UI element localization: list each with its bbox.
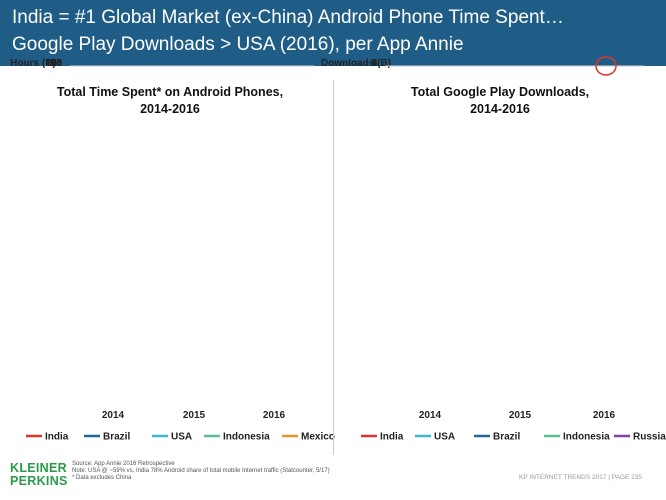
time-legend-label-usa: USA — [171, 432, 192, 443]
footer-notes: Source: App Annie 2016 Retrospective Not… — [72, 461, 330, 482]
time-y-tick-label: 75 — [51, 58, 63, 69]
downloads-y-tick-label: 2 — [371, 58, 377, 69]
time-legend-label-india: India — [45, 432, 69, 443]
time-x-tick-label: 2016 — [263, 410, 286, 421]
downloads-legend-label-india: India — [380, 432, 404, 443]
source-note: Source: App Annie 2016 Retrospective — [72, 461, 175, 467]
time-y-tick-label: 50 — [51, 58, 63, 69]
downloads-legend-label-russia: Russia — [633, 432, 666, 443]
downloads-legend-label-usa: USA — [434, 432, 455, 443]
time-x-tick-label: 2014 — [102, 410, 125, 421]
downloads-y-tick-label: 6 — [371, 58, 377, 69]
time-y-tick-label: 100 — [45, 58, 62, 69]
time-x-tick-label: 2015 — [183, 410, 206, 421]
time-legend-label-indonesia: Indonesia — [223, 432, 270, 443]
time-legend-label-mexico: Mexico — [301, 432, 335, 443]
share-note: Note: USA @ ~59% vs. India 78% Android s… — [72, 468, 330, 474]
slide-title-line1: India = #1 Global Market (ex-China) Andr… — [12, 7, 564, 28]
downloads-x-tick-label: 2015 — [509, 410, 532, 421]
downloads-x-tick-label: 2014 — [419, 410, 442, 421]
highlight-circle — [595, 56, 617, 76]
logo-line1: KLEINER — [10, 461, 67, 475]
time-chart-title-line1: Total Time Spent* on Android Phones, — [57, 85, 283, 99]
time-y-axis-title: Hours (B) — [10, 58, 56, 69]
downloads-x-tick-label: 2016 — [593, 410, 616, 421]
page-label: KP INTERNET TRENDS 2017 | PAGE 235 — [519, 474, 642, 481]
time-y-tick-label: 150 — [45, 58, 62, 69]
downloads-y-axis-title: Downloads (B) — [321, 58, 391, 69]
slide-header: India = #1 Global Market (ex-China) Andr… — [0, 0, 666, 66]
downloads-y-tick-label: 3 — [371, 58, 377, 69]
downloads-chart-title-line1: Total Google Play Downloads, — [411, 85, 589, 99]
china-footnote: * Data excludes China — [72, 475, 132, 481]
time-y-tick-label: 0 — [56, 58, 62, 69]
slide-title-line2: Google Play Downloads > USA (2016), per … — [12, 34, 464, 55]
kleiner-perkins-logo: KLEINER PERKINS — [10, 462, 68, 488]
downloads-legend-label-indonesia: Indonesia — [563, 432, 610, 443]
downloads-y-tick-label: 8 — [371, 58, 377, 69]
time-spent-chart: Total Time Spent* on Android Phones, 2014… — [10, 58, 335, 443]
downloads-chart-title-line2: 2014-2016 — [470, 102, 530, 116]
downloads-chart: Total Google Play Downloads, 2014-2016 023… — [321, 56, 666, 443]
time-y-tick-label: 125 — [45, 58, 62, 69]
downloads-y-tick-label: 0 — [371, 58, 377, 69]
time-chart-title-line2: 2014-2016 — [140, 102, 200, 116]
time-y-tick-label: 25 — [51, 58, 63, 69]
downloads-legend-label-brazil: Brazil — [493, 432, 520, 443]
logo-line2: PERKINS — [10, 474, 68, 488]
chart-divider — [333, 80, 334, 455]
time-legend-label-brazil: Brazil — [103, 432, 130, 443]
downloads-y-tick-label: 5 — [371, 58, 377, 69]
